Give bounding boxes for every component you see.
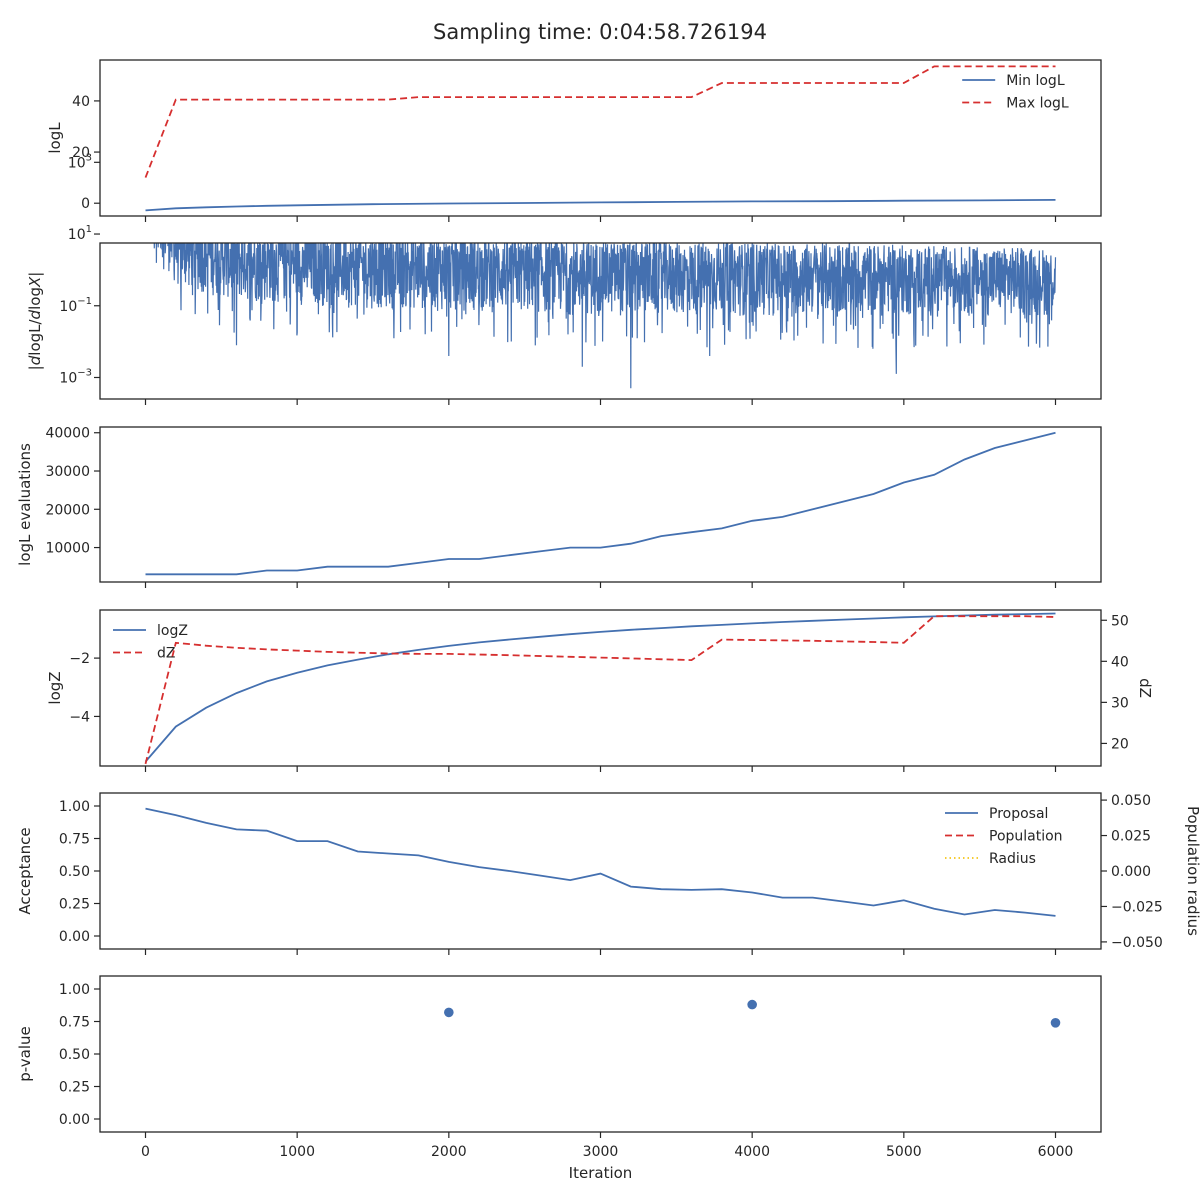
panel-acceptance: 0.00 0.25 0.50 0.75 1.00 −0.050 −0.025 0.000 0.0… bbox=[16, 792, 1200, 955]
y-tick-label: 0.50 bbox=[59, 1047, 90, 1063]
series-line-proposal bbox=[145, 807, 1056, 917]
series-line-max-logl bbox=[144, 65, 1056, 178]
x-tick-label: 6000 bbox=[1038, 1144, 1074, 1160]
plot-area-dlogl bbox=[153, 243, 1057, 389]
y-tick-label: 20000 bbox=[45, 502, 90, 518]
x-axis-label: Iteration bbox=[569, 1164, 633, 1182]
plot-area-acceptance bbox=[145, 807, 1056, 917]
legend: Proposal Population Radius bbox=[945, 806, 1063, 867]
y-tick-label-right: 20 bbox=[1111, 736, 1129, 752]
y-tick-label-right: 0.000 bbox=[1111, 864, 1151, 880]
legend-label: Proposal bbox=[989, 806, 1048, 822]
series-line-evals bbox=[145, 431, 1056, 576]
x-tick-label: 1000 bbox=[279, 1144, 315, 1160]
y-tick-label: 0.25 bbox=[59, 1080, 90, 1096]
legend-label: Radius bbox=[989, 851, 1036, 867]
plot-area-logl bbox=[144, 65, 1056, 212]
y-tick-label-right: −0.050 bbox=[1111, 935, 1163, 951]
y-tick-label: 40 bbox=[72, 94, 90, 110]
y-tick-label: 10000 bbox=[45, 541, 90, 557]
y-tick-label: −2 bbox=[69, 651, 90, 667]
y-tick-label: 1.00 bbox=[59, 799, 90, 815]
data-point bbox=[1050, 1018, 1061, 1028]
y-tick-label-right: −0.025 bbox=[1111, 899, 1163, 915]
y-tick-label: 101 bbox=[68, 224, 92, 243]
y-tick-label-right: 0.025 bbox=[1111, 829, 1151, 845]
axes-frame bbox=[99, 426, 1102, 583]
y-tick-label-right: 40 bbox=[1111, 654, 1129, 670]
x-tick-label: 0 bbox=[141, 1144, 150, 1160]
y-tick-label: −4 bbox=[69, 709, 90, 725]
y-tick-label: 10−3 bbox=[59, 367, 92, 386]
y-axis-label: logL evaluations bbox=[16, 443, 34, 566]
series-line-min-logl bbox=[145, 199, 1056, 212]
panel-dlogl: 103 101 10−1 10−3 |dlogL/dlogX| bbox=[26, 152, 1102, 405]
y-tick-label: 0.75 bbox=[59, 1015, 90, 1031]
y-tick-label: 103 bbox=[68, 152, 92, 171]
panel-pvalue: 0 1000 2000 3000 4000 5000 6000 0.00 0.25 0.50 0.7… bbox=[16, 975, 1102, 1182]
y-tick-label: 0.00 bbox=[59, 929, 90, 945]
y-tick-label: 40000 bbox=[45, 426, 90, 442]
figure-title: Sampling time: 0:04:58.726194 bbox=[433, 20, 767, 44]
legend: Min logL Max logL bbox=[962, 73, 1069, 112]
y-tick-label-right: 30 bbox=[1111, 695, 1129, 711]
axes-frame bbox=[99, 59, 1102, 217]
x-tick-label: 5000 bbox=[886, 1144, 922, 1160]
y-tick-label-right: 0.050 bbox=[1111, 793, 1151, 809]
series-line-logz bbox=[144, 612, 1056, 763]
panel-logl: 0 20 40 logL Min logL Max logL bbox=[46, 59, 1102, 222]
panel-evals: 10000 20000 30000 40000 logL evaluations bbox=[16, 426, 1102, 588]
plot-area-pvalue bbox=[444, 999, 1061, 1028]
legend-label: dZ bbox=[157, 646, 175, 662]
plot-area-evals bbox=[145, 431, 1056, 576]
y-tick-label: 20 bbox=[72, 145, 90, 161]
y-tick-label: 0.00 bbox=[59, 1112, 90, 1128]
axes-frame bbox=[99, 975, 1102, 1133]
y-axis-label: |dlogL/dlogX| bbox=[26, 272, 44, 371]
y-tick-label: 0.25 bbox=[59, 897, 90, 913]
series-line-dlogl bbox=[153, 243, 1057, 389]
y-tick-label: 10−1 bbox=[59, 296, 92, 315]
y-axis-label: p-value bbox=[16, 1026, 34, 1082]
y-tick-label: 1.00 bbox=[59, 982, 90, 998]
series-line-dz bbox=[144, 615, 1056, 765]
data-point bbox=[444, 1007, 454, 1018]
legend-label: Population bbox=[989, 829, 1063, 845]
x-tick-label: 4000 bbox=[734, 1144, 770, 1160]
y-tick-label-right: 50 bbox=[1111, 613, 1129, 629]
y-axis-label: logL bbox=[46, 122, 64, 154]
y-tick-label: 0.75 bbox=[59, 832, 90, 848]
panel-logz: −2 −4 20 30 40 50 logZ dZ logZ dZ bbox=[46, 609, 1154, 772]
y-tick-label: 0 bbox=[81, 196, 90, 212]
legend: logZ dZ bbox=[113, 623, 188, 662]
plot-area-logz bbox=[144, 612, 1056, 765]
y-axis-label: Acceptance bbox=[16, 827, 34, 914]
legend-label: Max logL bbox=[1006, 96, 1069, 112]
data-point bbox=[747, 999, 757, 1010]
legend-label: Min logL bbox=[1006, 73, 1065, 89]
x-tick-label: 2000 bbox=[431, 1144, 467, 1160]
axes-frame bbox=[99, 792, 1102, 950]
y-tick-label: 30000 bbox=[45, 464, 90, 480]
y-axis-label-right: Population radius bbox=[1184, 806, 1200, 936]
y-axis-label-right: dZ bbox=[1136, 678, 1154, 698]
x-tick-label: 3000 bbox=[583, 1144, 619, 1160]
legend-label: logZ bbox=[157, 623, 188, 639]
y-axis-label: logZ bbox=[46, 671, 64, 704]
y-tick-label: 0.50 bbox=[59, 864, 90, 880]
